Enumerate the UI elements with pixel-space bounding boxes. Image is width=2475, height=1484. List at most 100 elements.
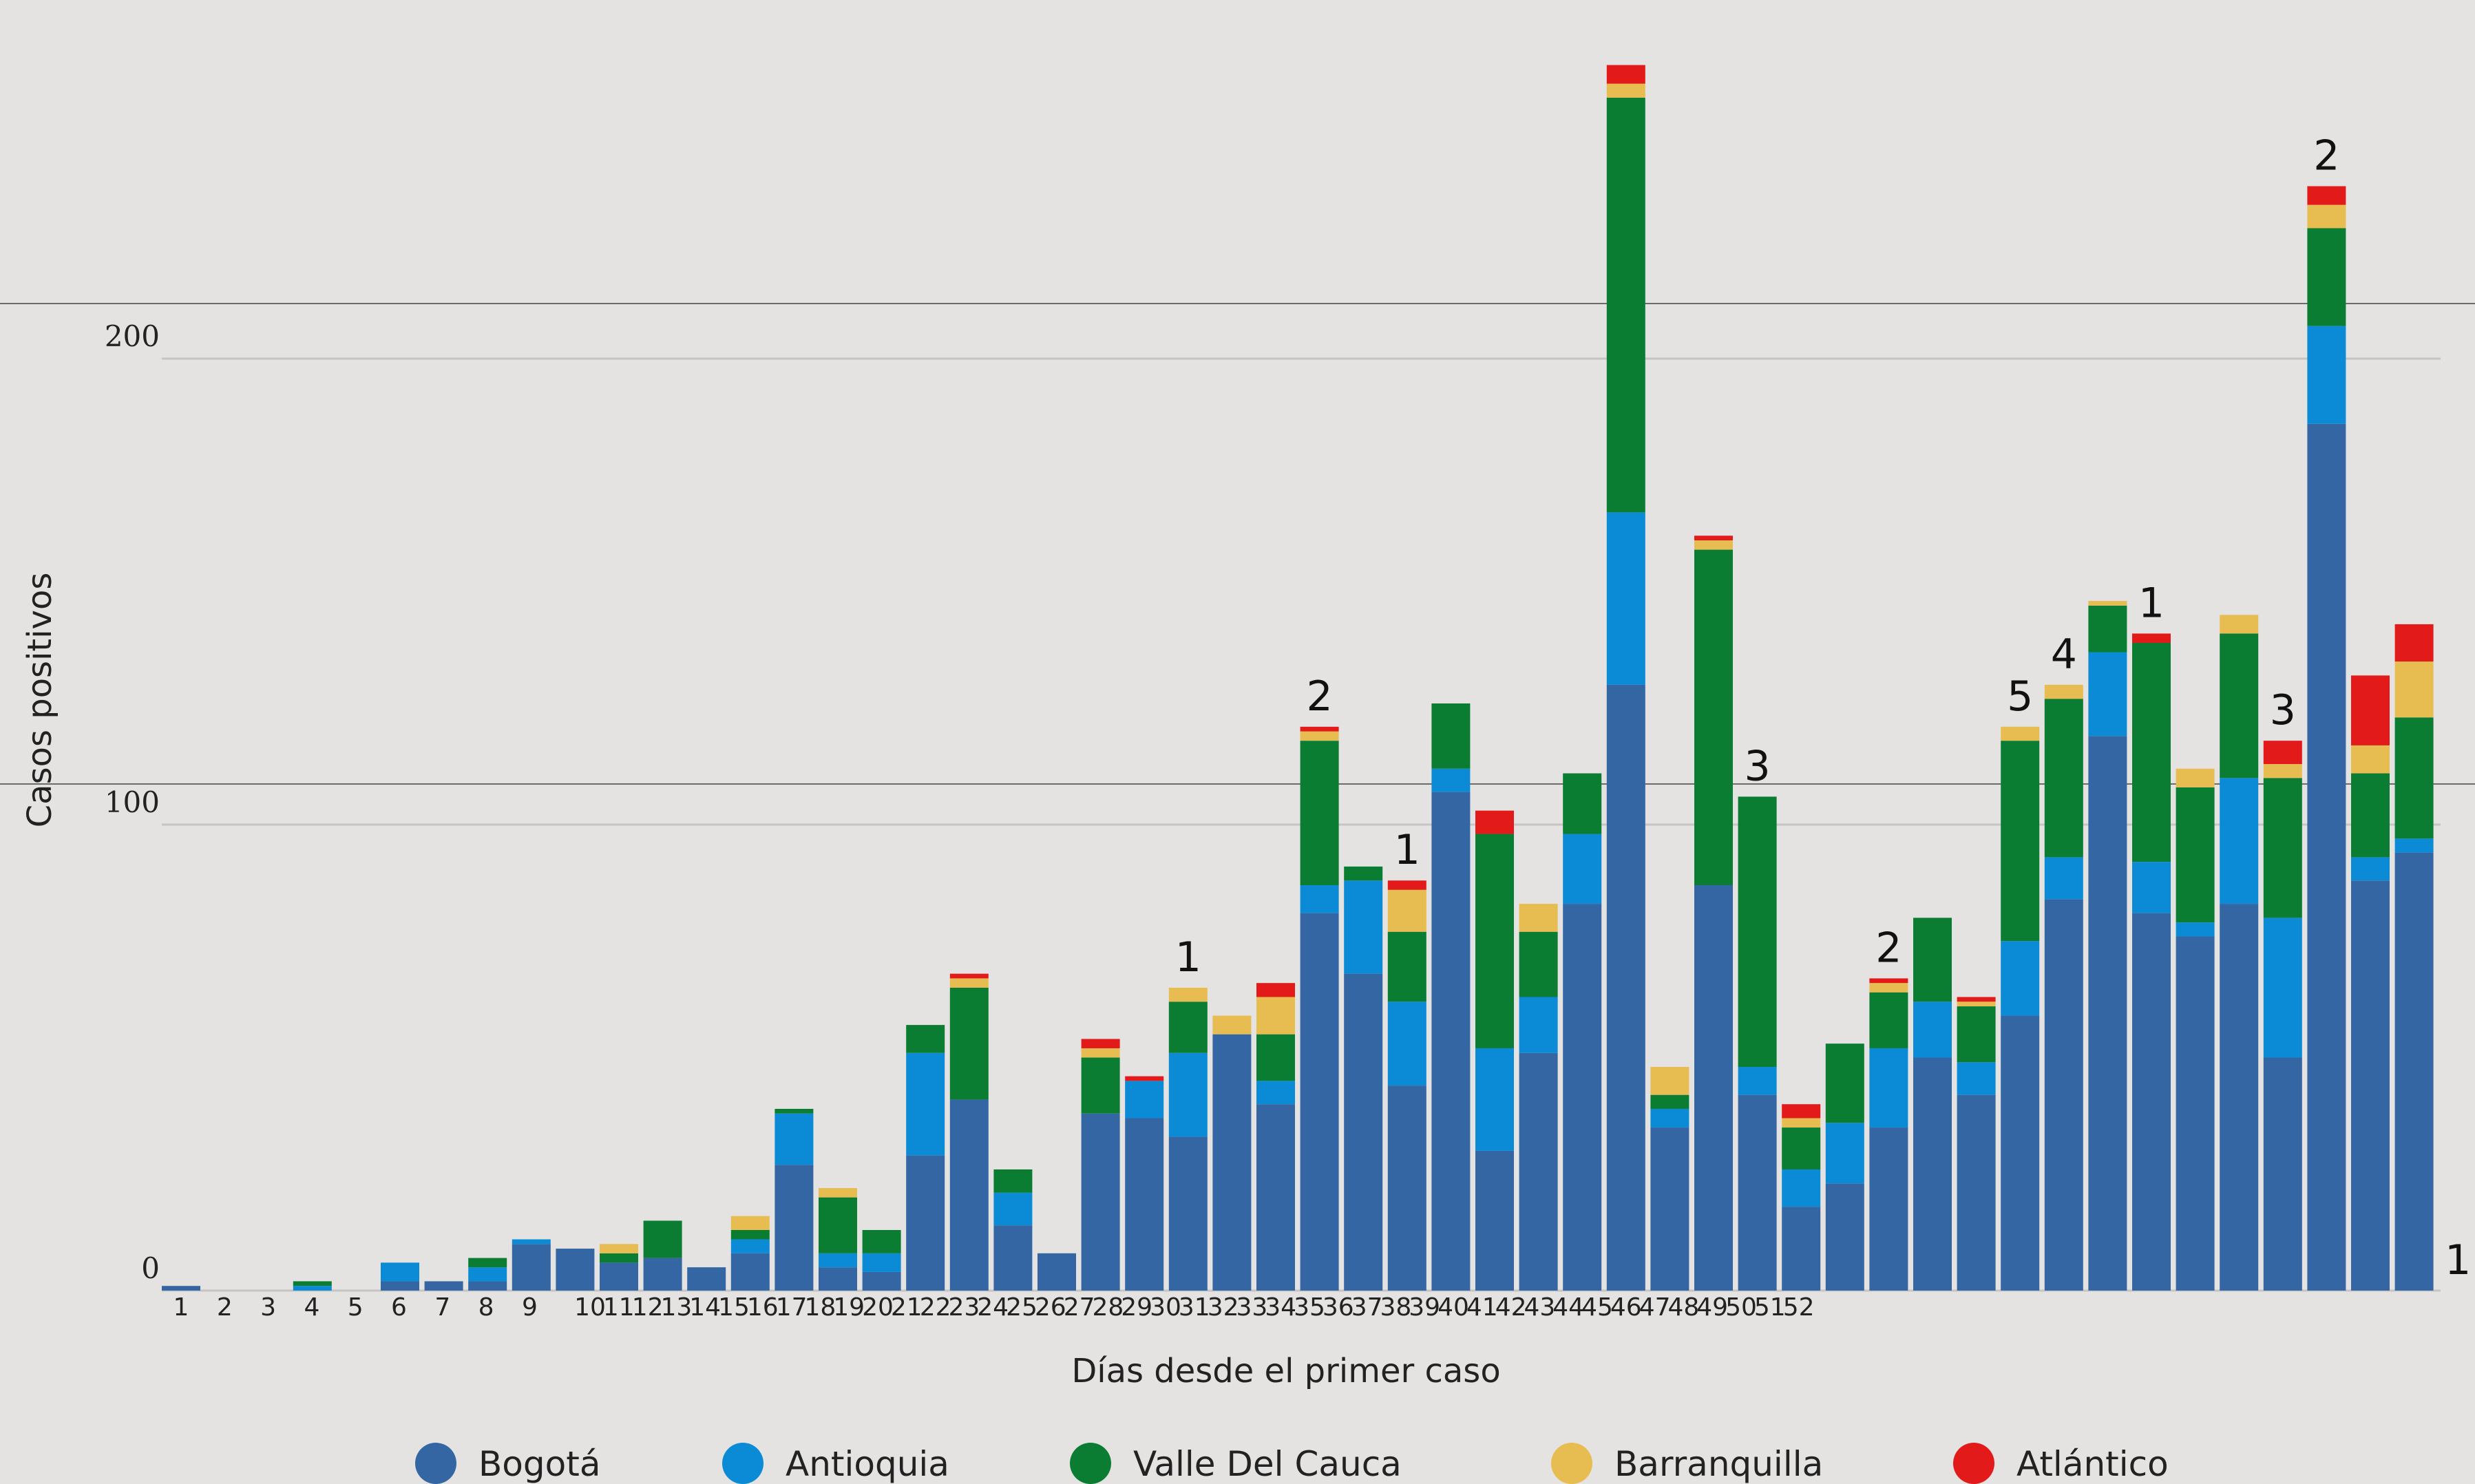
bar-stack: [1957, 997, 1996, 1291]
bar-segment: [1344, 866, 1383, 881]
bar-stack: [730, 1216, 770, 1291]
y-tick-label: 100: [105, 785, 160, 819]
bar-segment: [293, 1286, 332, 1291]
bar-segment: [2132, 862, 2171, 913]
x-tick-label: 2: [217, 1293, 233, 1322]
bar-stack: [1256, 983, 1295, 1291]
bar-stack: [1606, 65, 1645, 1291]
bar-segment: [1125, 1076, 1164, 1081]
legend: Bogotá Antioquia Valle Del Cauca Barranquil…: [415, 1443, 2169, 1484]
bar-segment: [1168, 987, 1208, 1002]
x-tick-label: 36: [1323, 1293, 1354, 1322]
bar-segment: [2088, 601, 2127, 606]
bar-segment: [1957, 1062, 1996, 1095]
bar-segment: [2044, 684, 2083, 699]
bar-segment: [468, 1258, 507, 1268]
bar-segment: [1606, 65, 1645, 84]
bar-stack: [1563, 773, 1602, 1291]
bar-segment: [1300, 726, 1339, 732]
bar-segment: [1256, 1034, 1295, 1081]
bar-segment: [1563, 834, 1602, 904]
bar-stack: [1738, 796, 1777, 1291]
bar-stack: [2001, 726, 2040, 1291]
bar-segment: [862, 1253, 901, 1272]
x-tick-label: 44: [1552, 1293, 1584, 1322]
x-tick-label: 38: [1380, 1293, 1411, 1322]
bar-stack: [775, 1108, 814, 1291]
bar-segment: [1869, 992, 1908, 1048]
bar-segment: [1782, 1207, 1821, 1291]
bar-stack: [687, 1267, 726, 1291]
data-label: 5: [2007, 672, 2033, 721]
x-tick-label: 20: [862, 1293, 894, 1322]
bar-segment: [775, 1165, 814, 1291]
bar-segment: [1869, 983, 1908, 993]
bar-stack: [1519, 904, 1558, 1291]
bar-segment: [293, 1281, 332, 1286]
bar-segment: [2001, 726, 2040, 741]
bar-segment: [2176, 922, 2215, 937]
bar-segment: [1387, 931, 1426, 1002]
x-tick-label: 46: [1610, 1293, 1642, 1322]
bar-segment: [1738, 1067, 1777, 1095]
bar-segment: [2307, 204, 2346, 229]
bar-segment: [1519, 1052, 1558, 1291]
x-tick-label: 10: [574, 1293, 606, 1322]
bar-segment: [730, 1216, 770, 1230]
bar-segment: [2220, 778, 2259, 904]
bar-segment: [1913, 1057, 1952, 1291]
legend-item: Valle Del Cauca: [1070, 1443, 1402, 1484]
bar-stack: [1694, 536, 1733, 1291]
x-axis-ticks: 1 2 3 4 5 6 7 8 9 1011121314151617181920212223242…: [173, 1293, 1815, 1322]
bar-segment: [2351, 773, 2390, 858]
x-tick-label: 6: [391, 1293, 407, 1322]
bar-segment: [1256, 983, 1295, 997]
bar-segment: [993, 1169, 1033, 1193]
bar-segment: [906, 1025, 945, 1053]
bar-stack: [468, 1258, 507, 1291]
bar-segment: [2351, 857, 2390, 881]
bar-segment: [1431, 703, 1471, 769]
x-tick-label: 24: [977, 1293, 1009, 1322]
bar-segment: [1825, 1183, 1864, 1291]
bar-stack: [819, 1188, 857, 1291]
bar-segment: [1519, 904, 1558, 932]
bar-segment: [730, 1239, 770, 1253]
bar-segment: [2263, 741, 2302, 764]
bar-segment: [2263, 918, 2302, 1058]
bar-segment: [1081, 1048, 1120, 1058]
bar-segment: [1782, 1118, 1821, 1128]
x-tick-label: 47: [1639, 1293, 1671, 1322]
bar-segment: [468, 1267, 507, 1282]
bar-segment: [1869, 978, 1908, 984]
bar-stack: [949, 973, 989, 1291]
x-tick-label: 32: [1208, 1293, 1239, 1322]
x-tick-label: 13: [660, 1293, 692, 1322]
legend-swatch: [415, 1443, 456, 1484]
bar-segment: [1387, 889, 1426, 932]
bar-segment: [730, 1229, 770, 1240]
bar-segment: [1212, 1015, 1252, 1035]
bar-stack: [2263, 741, 2302, 1291]
bar-stack: [1782, 1104, 1821, 1291]
bar-segment: [1694, 885, 1733, 1291]
bar-segment: [1825, 1043, 1864, 1123]
bar-segment: [643, 1220, 682, 1258]
bar-segment: [2307, 228, 2346, 326]
bar-segment: [775, 1113, 814, 1165]
bar-segment: [1344, 880, 1383, 974]
bar-stack: [2220, 615, 2259, 1291]
bar-segment: [1694, 536, 1733, 541]
bar-stack: [643, 1220, 682, 1291]
bar-segment: [381, 1281, 419, 1291]
bar-segment: [1650, 1067, 1689, 1095]
bar-segment: [1344, 973, 1383, 1291]
bar-segment: [2351, 675, 2390, 745]
bar-segment: [1431, 792, 1471, 1291]
bar-segment: [993, 1192, 1033, 1226]
bar-segment: [1606, 684, 1645, 1291]
x-tick-label: 41: [1466, 1293, 1498, 1322]
legend-label: Barranquilla: [1614, 1444, 1823, 1484]
bar-segment: [819, 1267, 857, 1291]
